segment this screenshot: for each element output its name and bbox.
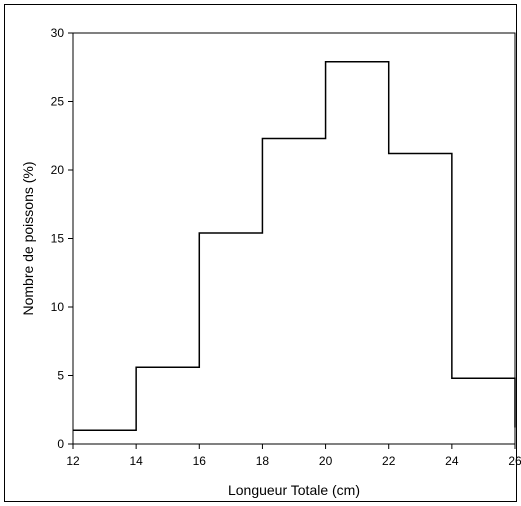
x-tick-label: 24 bbox=[445, 454, 459, 468]
y-axis-label: Nombre de poissons (%) bbox=[20, 161, 36, 315]
y-axis-ticks: 0 5 10 15 20 25 30 bbox=[51, 26, 73, 451]
y-tick-label: 20 bbox=[51, 163, 65, 177]
y-tick-label: 30 bbox=[51, 26, 65, 40]
y-tick-label: 0 bbox=[57, 437, 64, 451]
plot-box bbox=[72, 32, 516, 445]
x-tick-label: 20 bbox=[319, 454, 333, 468]
y-tick-label: 25 bbox=[51, 95, 65, 109]
histogram-step-line bbox=[73, 61, 516, 432]
plot-area bbox=[72, 32, 516, 445]
y-tick-label: 5 bbox=[57, 369, 64, 383]
chart-frame bbox=[4, 4, 517, 502]
x-axis-label: Longueur Totale (cm) bbox=[228, 482, 360, 498]
x-tick-label: 22 bbox=[382, 454, 396, 468]
x-tick-label: 26 bbox=[508, 454, 521, 468]
x-axis-ticks: 12 14 16 18 20 22 24 26 bbox=[66, 444, 521, 468]
x-tick-label: 12 bbox=[66, 454, 80, 468]
x-tick-label: 18 bbox=[256, 454, 270, 468]
y-tick-label: 15 bbox=[51, 232, 65, 246]
x-tick-label: 14 bbox=[129, 454, 143, 468]
x-tick-label: 16 bbox=[193, 454, 207, 468]
y-tick-label: 10 bbox=[51, 300, 65, 314]
